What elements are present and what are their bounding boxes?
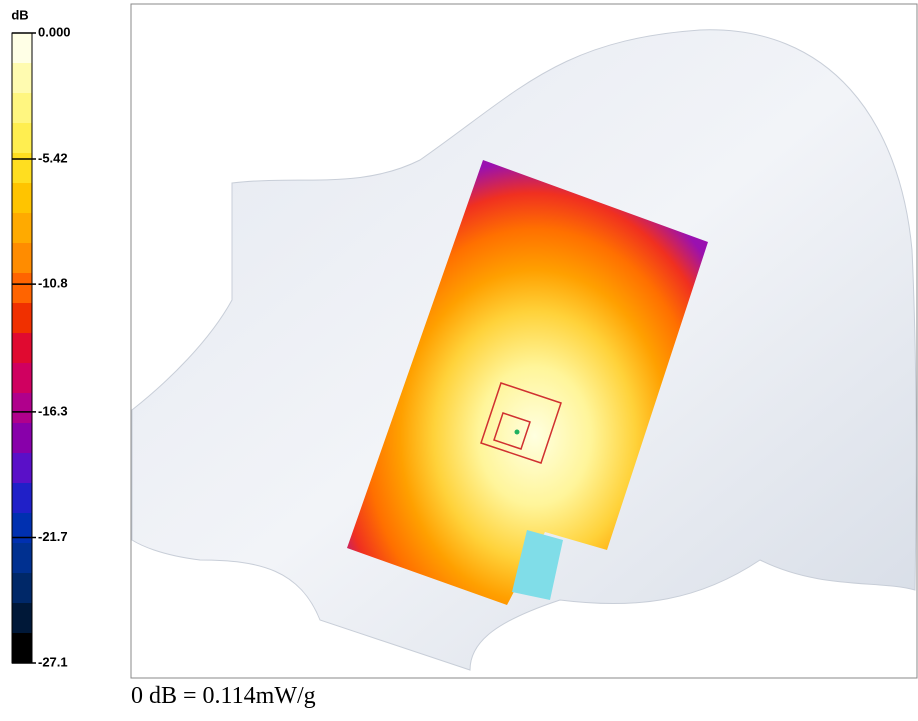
colorbar-band — [12, 513, 32, 544]
colorbar-band — [12, 633, 32, 664]
colorbar-band — [12, 483, 32, 514]
colorbar-band — [12, 603, 32, 634]
colorbar-band — [12, 63, 32, 94]
figure: dB 0.000 -5.42 -10.8 -16.3 -21.7 -27.1 — [11, 3, 918, 679]
colorbar-band — [12, 153, 32, 184]
colorbar-band — [12, 333, 32, 364]
peak-point — [514, 429, 520, 435]
colorbar-band — [12, 363, 32, 394]
phone-marker — [512, 530, 563, 600]
colorbar-tick-label: -21.7 — [38, 529, 68, 544]
colorbar-band — [12, 573, 32, 604]
sar-area — [347, 160, 708, 605]
colorbar-title: dB — [11, 7, 28, 22]
zoom-cube — [480, 382, 562, 464]
colorbar-band — [12, 543, 32, 574]
colorbar-tick-label: -16.3 — [38, 403, 68, 418]
caption: 0 dB = 0.114mW/g — [131, 683, 316, 709]
colorbar-tick-label: 0.000 — [38, 24, 71, 39]
colorbar-band — [12, 273, 32, 304]
colorbar-band — [12, 183, 32, 214]
colorbar-band — [12, 303, 32, 334]
colorbar-band — [12, 93, 32, 124]
colorbar-band — [12, 243, 32, 274]
colorbar-band — [12, 33, 32, 64]
peak-cube — [493, 412, 531, 450]
colorbar-band — [12, 453, 32, 484]
colorbar-tick-label: -27.1 — [38, 654, 68, 669]
colorbar-tick-label: -5.42 — [38, 150, 68, 165]
colorbar-band — [12, 123, 32, 154]
colorbar-band — [12, 423, 32, 454]
colorbar-band — [12, 393, 32, 424]
colorbar-tick-label: -10.8 — [38, 276, 68, 291]
colorbar-band — [12, 213, 32, 244]
